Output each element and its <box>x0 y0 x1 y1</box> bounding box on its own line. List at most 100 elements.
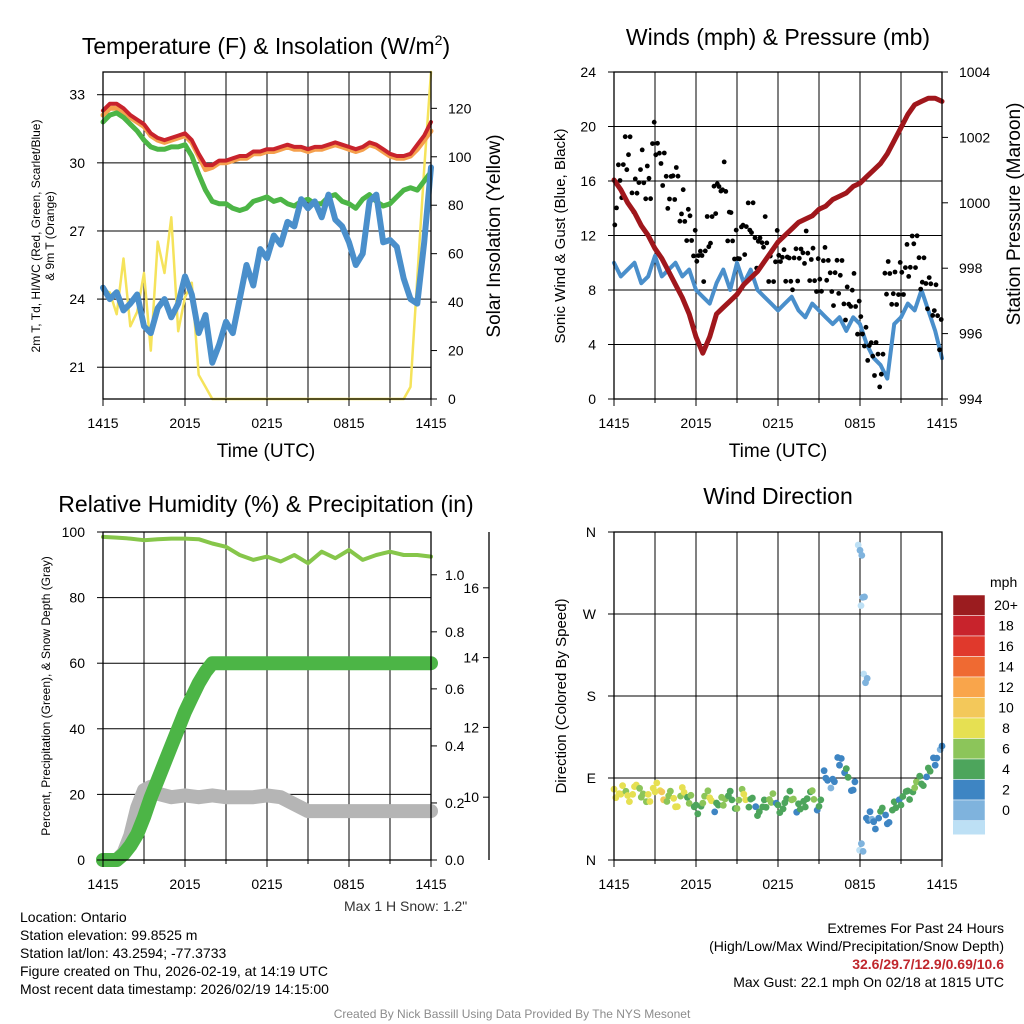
extremes-values: 32.6/29.7/12.9/0.69/10.6 <box>852 956 1004 972</box>
gust-point <box>622 134 628 140</box>
wind-direction-point <box>851 778 859 786</box>
wind-y-tick-label: 12 <box>580 228 596 244</box>
max-snow-annotation: Max 1 H Snow: 1.2" <box>344 898 468 914</box>
gust-point <box>892 269 898 275</box>
gust-point <box>672 197 678 202</box>
gust-point <box>882 270 888 276</box>
gust-point <box>699 253 705 258</box>
wind-direction-point <box>646 798 654 805</box>
insolation-y-tick-label: 40 <box>448 294 464 310</box>
gust-point <box>745 200 751 206</box>
speed-color-legend: mph 20+ 18 16 14 12 10 8 6 4 2 0 <box>952 574 1018 835</box>
series-precipitation <box>96 656 438 867</box>
wdir-y-tick-label: W <box>583 606 597 622</box>
precip-y-tick-label: 0.2 <box>445 795 465 811</box>
legend-label: 6 <box>1002 741 1010 757</box>
gust-point <box>650 141 655 147</box>
rh-y-tick-label: 100 <box>62 524 86 540</box>
gust-point <box>935 313 940 319</box>
wind-direction-point <box>658 788 666 796</box>
wind-direction-point <box>687 791 695 799</box>
gust-point <box>752 235 758 241</box>
gust-point <box>928 281 934 287</box>
wind-direction-point <box>699 799 707 807</box>
gust-point <box>786 255 792 261</box>
wind-direction-point <box>619 782 626 789</box>
snow-y-tick-label: 12 <box>463 719 479 735</box>
wind-direction-point <box>673 803 681 810</box>
gust-point <box>680 187 686 193</box>
wind-direction-point <box>808 787 816 795</box>
precip-y-tick-label: 0.6 <box>445 681 465 697</box>
gust-point <box>841 301 847 307</box>
wind-direction-point <box>783 795 790 803</box>
wind-direction-point <box>719 801 727 809</box>
gust-point <box>933 282 939 288</box>
gust-point <box>620 162 626 168</box>
wind-direction-point <box>801 803 809 811</box>
legend-label: 16 <box>998 638 1014 654</box>
gust-point <box>918 286 924 292</box>
wind-direction-point <box>933 754 941 762</box>
wind-direction-point <box>904 787 912 795</box>
wind-direction-point <box>694 810 702 818</box>
snow-y-tick-label: 14 <box>463 650 479 666</box>
wind-x-tick-label: 2015 <box>680 415 711 431</box>
wind-direction-point <box>916 772 924 780</box>
wind-direction-point <box>872 825 879 833</box>
gust-point <box>897 260 903 265</box>
gust-point <box>788 278 794 284</box>
gust-point <box>919 279 925 285</box>
pressure-y-tick-label: 1002 <box>959 129 990 145</box>
humidity-chart-title: Relative Humidity (%) & Precipitation (i… <box>58 491 473 517</box>
gust-point <box>831 303 836 308</box>
wind-direction-point <box>913 778 920 786</box>
wind-direction-point <box>636 784 643 792</box>
wind-y-axis-label: Sonic Wind & Gust (Blue, Black) <box>552 128 569 343</box>
rh-x-tick-label: 2015 <box>169 876 200 892</box>
wind-direction-point <box>836 761 843 769</box>
recent-timestamp: Most recent data timestamp: 2026/02/19 1… <box>20 981 329 997</box>
gust-point <box>711 183 717 189</box>
gust-point <box>925 306 930 312</box>
gust-point <box>663 173 669 179</box>
wind-x-tick-label: 0215 <box>762 415 793 431</box>
wind-direction-point <box>752 803 760 811</box>
gust-point <box>810 245 816 251</box>
gust-point <box>704 214 710 219</box>
temp-x-tick-label: 0815 <box>333 415 364 431</box>
gust-point <box>805 250 811 256</box>
gust-point <box>761 244 766 250</box>
gust-point <box>658 161 664 166</box>
wind-direction-point <box>685 800 693 807</box>
legend-label: 14 <box>998 659 1014 675</box>
gust-point <box>696 253 701 258</box>
gust-point <box>698 248 703 254</box>
gust-point <box>807 278 813 283</box>
wind-direction-point <box>849 786 857 794</box>
gust-point <box>875 351 881 357</box>
pressure-y-tick-label: 996 <box>959 326 983 342</box>
gust-point <box>911 241 917 247</box>
gust-point <box>916 255 922 261</box>
legend-swatch <box>952 738 986 760</box>
wind-direction-point <box>858 552 866 559</box>
wind-direction-point <box>919 782 927 789</box>
legend-swatch <box>952 697 986 719</box>
wind-direction-point <box>742 796 749 804</box>
wind-direction-y-axis-label: Direction (Colored By Speed) <box>553 598 570 793</box>
wind-direction-point <box>820 767 828 775</box>
wind-y-tick-label: 20 <box>580 119 596 135</box>
gust-point <box>655 140 660 146</box>
pressure-y-axis-label: Station Pressure (Maroon) <box>1004 103 1024 326</box>
wind-direction-point <box>878 804 886 812</box>
wind-direction-point <box>680 789 688 796</box>
legend-label: 18 <box>998 618 1014 634</box>
rh-x-tick-label: 0215 <box>251 876 282 892</box>
wind-direction-point <box>906 796 913 803</box>
gust-point <box>783 278 789 284</box>
gust-point <box>800 250 806 256</box>
gust-point <box>860 331 865 337</box>
legend-swatch <box>952 758 986 780</box>
